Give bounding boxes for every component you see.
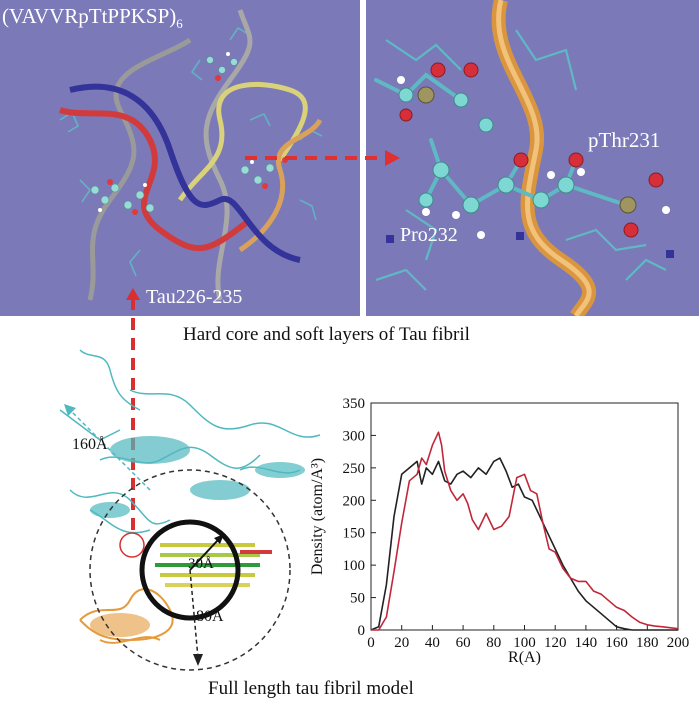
x-tick-label: 160	[605, 635, 628, 651]
full-length-model-illustration	[59, 349, 321, 671]
x-tick-label: 200	[667, 635, 690, 651]
y-tick-label: 0	[358, 623, 366, 639]
x-tick-label: 180	[636, 635, 659, 651]
zoomed-residue-render: pThr231 Pro232	[366, 0, 699, 316]
chart-axes	[370, 402, 679, 631]
x-tick-label: 140	[575, 635, 598, 651]
x-tick-label: 20	[394, 635, 409, 651]
label-160: 160Å	[72, 436, 108, 453]
y-tick-label: 150	[343, 526, 366, 542]
sequence-label: (VAVVRpTtPPKSP)6	[2, 4, 183, 32]
x-tick-label: 40	[425, 635, 440, 651]
label-30: 30Å	[188, 556, 214, 572]
x-tick-label: 0	[367, 635, 375, 651]
chart-labels: 0 20 40 60 80 100 120 140 160 180 200 0 50 100 150 200 2…	[309, 396, 689, 666]
series-line-0	[370, 457, 678, 631]
series-line-1	[371, 431, 679, 631]
x-tick-label: 100	[513, 635, 536, 651]
y-axis-label: Density (atom/A³)	[309, 458, 326, 575]
y-tick-label: 100	[343, 558, 366, 574]
y-tick-label: 300	[343, 428, 366, 444]
y-tick-label: 350	[343, 396, 366, 412]
pthr231-label: pThr231	[588, 128, 661, 152]
residue-detail-illustration	[374, 0, 674, 316]
bottom-caption: Full length tau fibril model	[208, 678, 414, 699]
label-80: 80Å	[196, 608, 224, 625]
x-tick-label: 120	[544, 635, 567, 651]
x-axis-label: R(A)	[508, 649, 541, 666]
y-tick-label: 200	[343, 493, 366, 509]
pro232-label: Pro232	[400, 224, 458, 246]
plot-frame	[370, 402, 679, 631]
fibril-structure-illustration	[59, 9, 323, 301]
chart-lines	[370, 431, 679, 631]
x-tick-label: 80	[486, 635, 501, 651]
y-tick-label: 50	[350, 591, 365, 607]
x-tick-label: 60	[456, 635, 471, 651]
y-tick-label: 250	[343, 461, 366, 477]
top-caption: Hard core and soft layers of Tau fibril	[183, 324, 470, 345]
tau-region-label: Tau226-235	[146, 286, 243, 308]
